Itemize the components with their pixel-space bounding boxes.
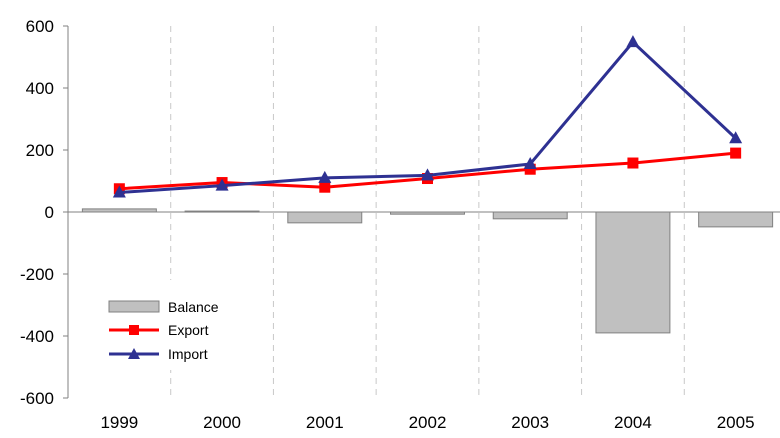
- point-export-2004: [627, 157, 639, 169]
- balance-bars: [81, 208, 774, 334]
- point-export-2003: [524, 163, 536, 175]
- legend-label-export: Export: [168, 322, 209, 338]
- legend-swatch-balance: [108, 300, 160, 313]
- y-tick-label: -200: [20, 265, 54, 284]
- legend-label-import: Import: [168, 346, 208, 362]
- y-tick-label: 400: [26, 79, 54, 98]
- x-tick-label: 2004: [614, 413, 652, 432]
- y-tick-label: 0: [45, 203, 54, 222]
- x-tick-label: 2005: [717, 413, 755, 432]
- legend: Balance Export Import: [108, 280, 258, 370]
- legend-marker-import: [128, 348, 140, 359]
- bar-balance-2003: [492, 211, 568, 220]
- series-lines: [112, 35, 743, 198]
- legend-label-balance: Balance: [168, 299, 219, 315]
- bar-balance-2005: [698, 211, 774, 228]
- point-import-2003: [523, 156, 537, 169]
- x-tick-label: 2002: [409, 413, 447, 432]
- y-tick-label: 600: [26, 17, 54, 36]
- point-import-2005: [729, 131, 743, 144]
- point-import-2000: [215, 178, 229, 191]
- x-tick-label: 2001: [306, 413, 344, 432]
- point-export-2005: [730, 147, 742, 159]
- x-axis-ticks: 1999 2000 2001 2002 2003 2004 2005: [100, 413, 754, 432]
- bar-balance-2004: [595, 211, 671, 334]
- y-tick-label: -400: [20, 327, 54, 346]
- y-tick-label: -600: [20, 389, 54, 408]
- bar-balance-1999: [81, 208, 157, 213]
- bar-balance-2000: [184, 210, 260, 213]
- point-import-1999: [112, 185, 126, 198]
- point-import-2002: [421, 168, 434, 181]
- legend-marker-export: [129, 325, 139, 335]
- bar-balance-2002: [390, 211, 465, 215]
- point-import-2001: [318, 170, 332, 183]
- x-tick-label: 1999: [100, 413, 138, 432]
- x-tick-label: 2003: [511, 413, 549, 432]
- bar-balance-2001: [287, 211, 363, 224]
- point-import-2004: [626, 35, 640, 48]
- point-export-2001: [319, 181, 331, 193]
- x-tick-label: 2000: [203, 413, 241, 432]
- y-axis-ticks: 600 400 200 0 -200 -400 -600: [20, 17, 68, 408]
- y-tick-label: 200: [26, 141, 54, 160]
